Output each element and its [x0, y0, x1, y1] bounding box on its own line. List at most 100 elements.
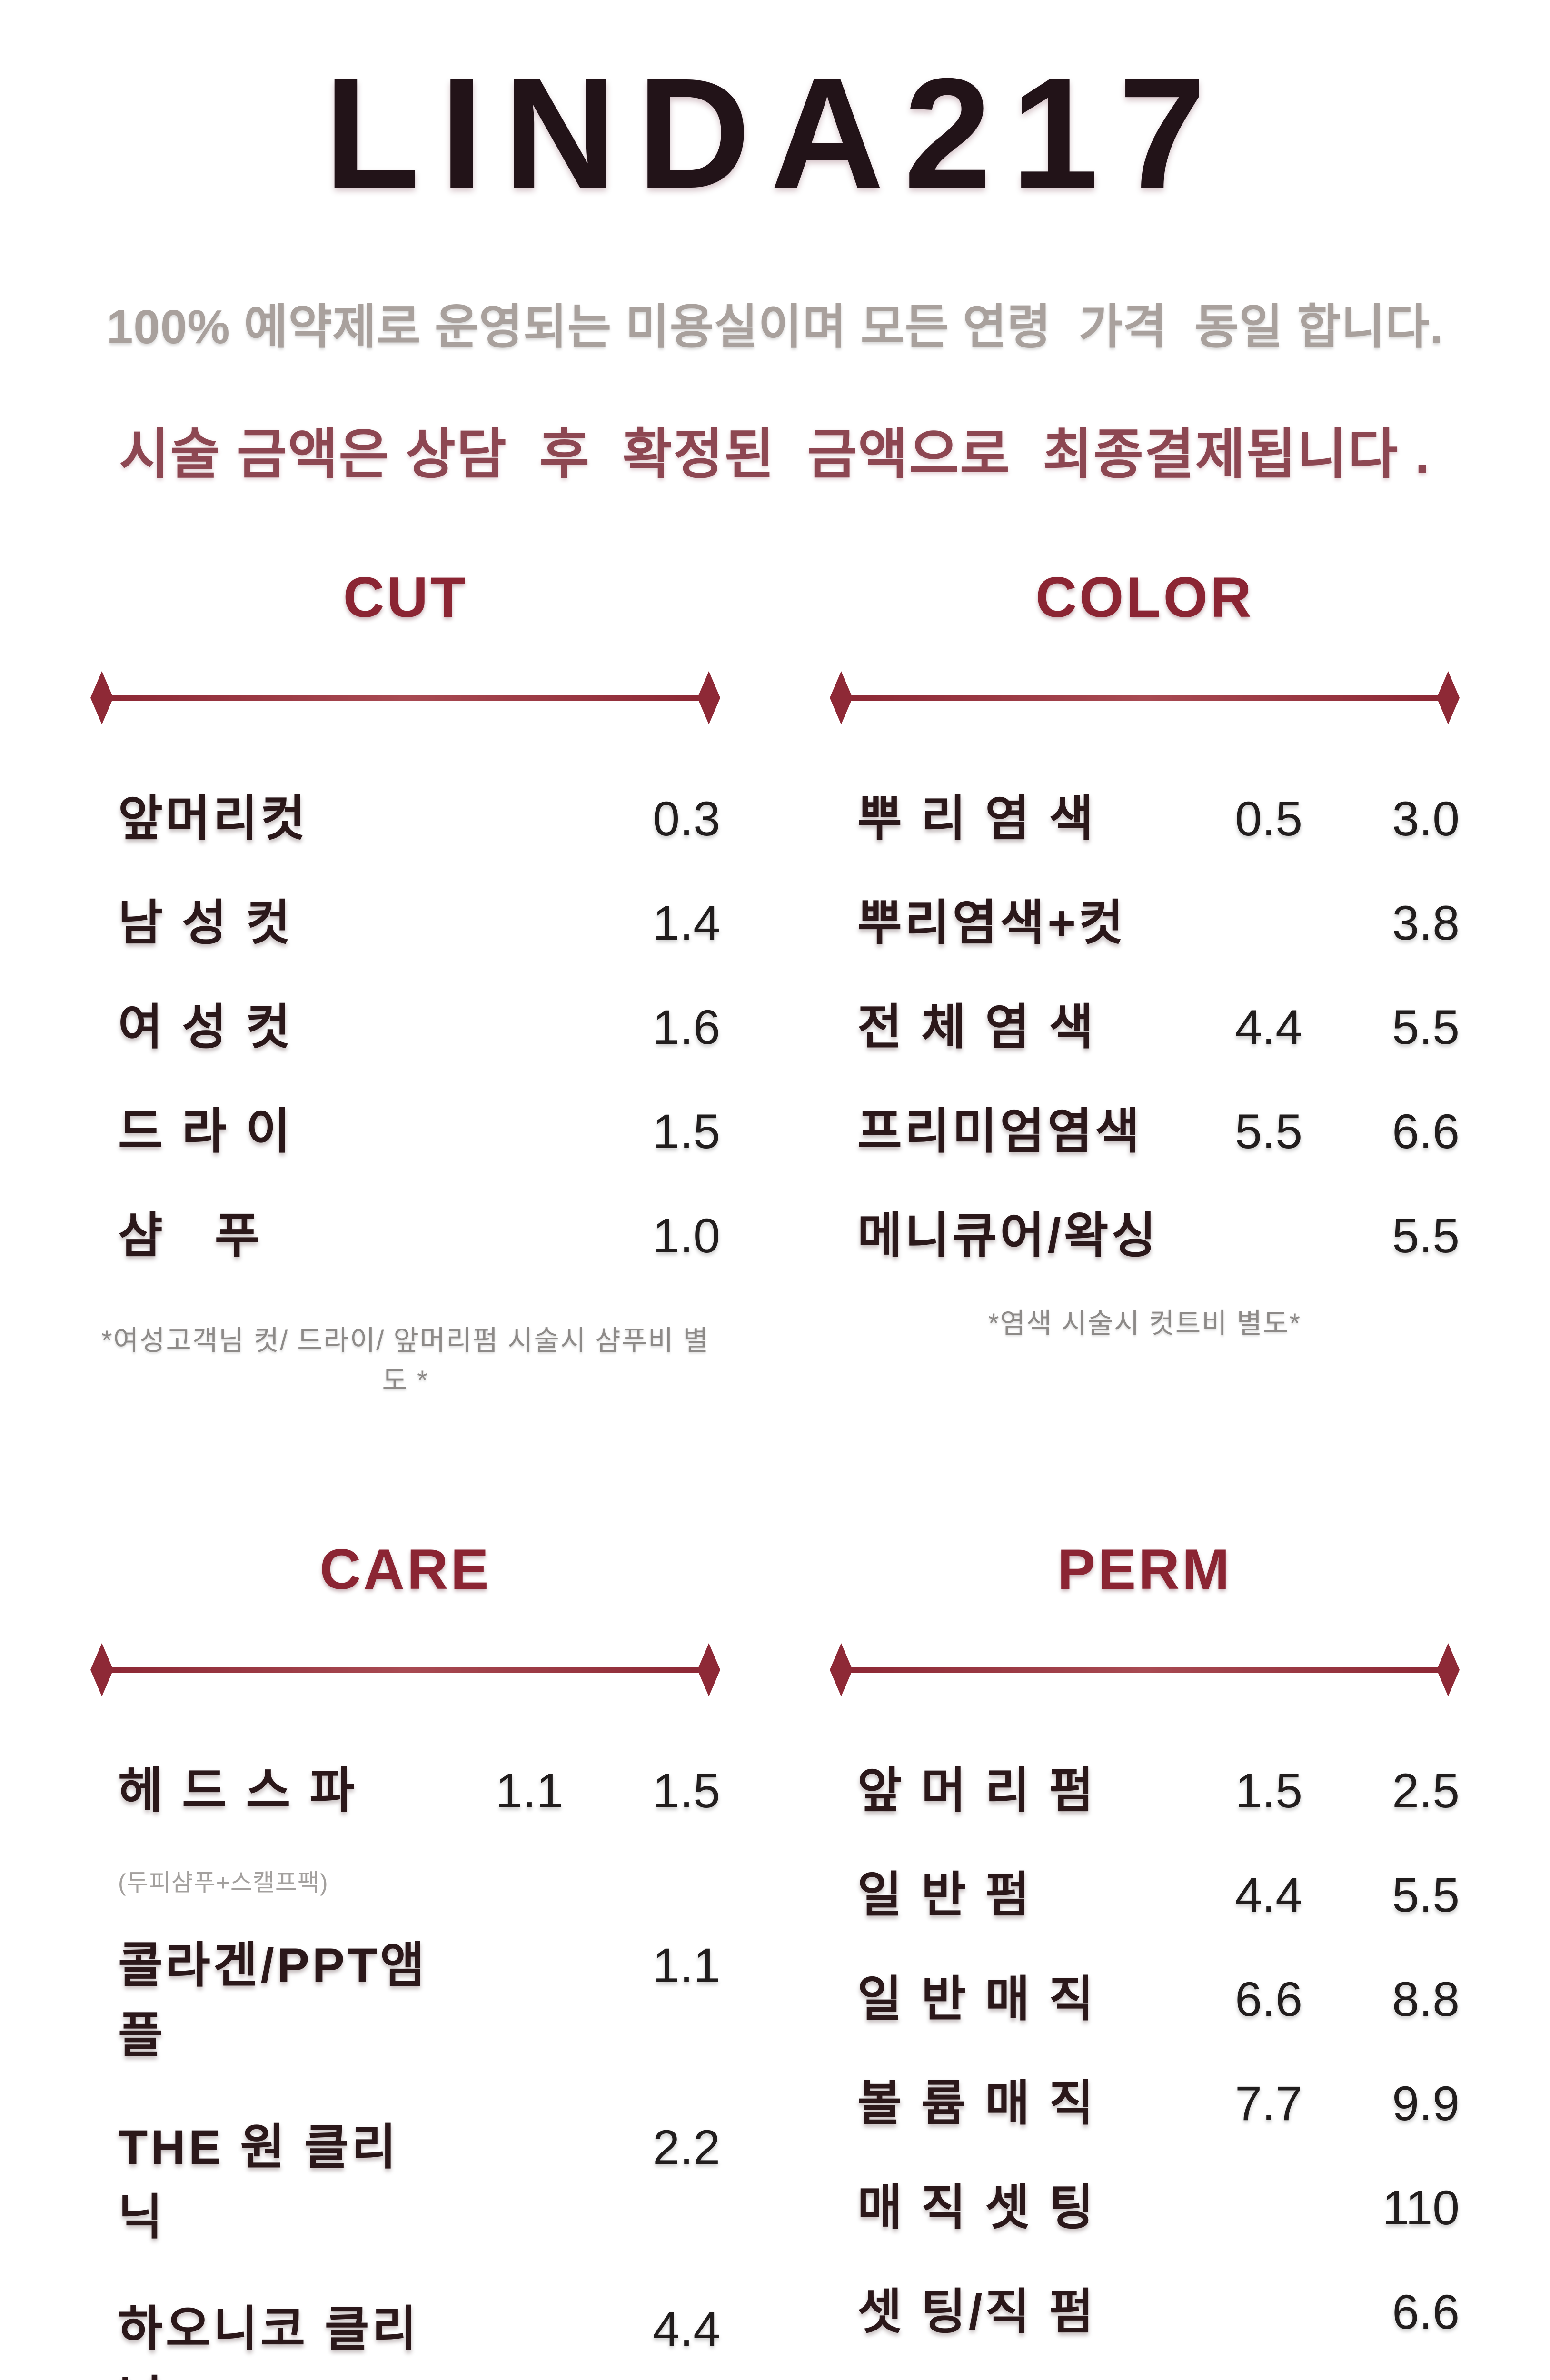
section-cut: CUT 앞머리컷 0.3 남 성 컷 1.4 여 성 컷 — [90, 569, 720, 1398]
price-row: 메니큐어/왁싱 5.5 — [830, 1197, 1460, 1267]
price-large: 5.5 — [1392, 1000, 1460, 1054]
diamond-right-icon — [1437, 1643, 1460, 1696]
price-row: 셋 팅/직 펌 6.6 — [830, 2273, 1460, 2343]
price-small: 5.5 — [1235, 1104, 1302, 1159]
diamond-left-icon — [90, 671, 113, 724]
price-large: 9.9 — [1392, 2076, 1460, 2131]
page-title: LINDA217 — [324, 45, 1226, 221]
item-label: 샴 푸 — [118, 1209, 262, 1263]
price-row: 매 직 셋 팅 110 — [830, 2169, 1460, 2239]
price-large: 6.6 — [1392, 2285, 1460, 2339]
price-row: 하오니코 클리닉 4.4 — [90, 2290, 720, 2380]
price-small: 6.6 — [1235, 1972, 1302, 2026]
section-color: COLOR 뿌 리 염 색 0.5 3.0 뿌리염색+컷 3.8 전 체 — [830, 569, 1460, 1398]
item-label: 하오니코 클리닉 — [118, 2302, 420, 2380]
price-row: 헤 드 스 파 1.1 1.5 — [90, 1752, 720, 1822]
price-row: 일 반 매 직 6.6 8.8 — [830, 1960, 1460, 2030]
section-title-cut: CUT — [343, 565, 468, 629]
price-row: THE 원 클리닉 2.2 — [90, 2108, 720, 2248]
price-large: 6.6 — [1392, 1104, 1460, 1159]
price-large: 5.5 — [1392, 1868, 1460, 1922]
price-row: 샴 푸 1.0 — [90, 1197, 720, 1267]
item-label: 일 반 펌 — [857, 1868, 1033, 1922]
section-perm: PERM 앞 머 리 펌 1.5 2.5 일 반 펌 4.4 5.5 일 — [830, 1541, 1460, 2380]
section-title-perm: PERM — [1057, 1537, 1232, 1601]
price-row: 콜라겐/PPT앰플 1.1 — [90, 1926, 720, 2066]
price-large: 4.4 — [653, 2302, 720, 2356]
price-row: 여 성 컷 1.6 — [90, 988, 720, 1058]
item-label: 앞머리컷 — [118, 792, 308, 846]
perm-rows: 앞 머 리 펌 1.5 2.5 일 반 펌 4.4 5.5 일 반 매 직 6.… — [830, 1752, 1460, 2343]
price-row: 일 반 펌 4.4 5.5 — [830, 1856, 1460, 1926]
cut-rows: 앞머리컷 0.3 남 성 컷 1.4 여 성 컷 1.6 드 라 이 — [90, 780, 720, 1267]
item-label: 앞 머 리 펌 — [857, 1764, 1097, 1818]
price-small: 4.4 — [1235, 1868, 1302, 1922]
price-large: 5.5 — [1392, 1209, 1460, 1263]
diamond-divider — [90, 1643, 720, 1696]
item-label: 여 성 컷 — [118, 1000, 294, 1054]
price-small: 0.5 — [1235, 792, 1302, 846]
item-label: 남 성 컷 — [118, 896, 294, 950]
diamond-right-icon — [697, 671, 720, 724]
price-row: 드 라 이 1.5 — [90, 1092, 720, 1162]
item-label: 콜라겐/PPT앰플 — [118, 1938, 428, 2063]
item-label: THE 원 클리닉 — [118, 2120, 399, 2244]
payment-notice: 시술 금액은 상담 후 확정된 금액으로 최종결제됩니다 . — [119, 425, 1431, 485]
price-sections-grid: CUT 앞머리컷 0.3 남 성 컷 1.4 여 성 컷 — [0, 569, 1550, 2380]
price-large: 1.0 — [653, 1209, 720, 1263]
item-label: 셋 팅/직 펌 — [857, 2285, 1097, 2339]
price-large: 1.1 — [653, 1938, 720, 1993]
cut-footnote: *여성고객님 컷/ 드라이/ 앞머리펌 시술시 샴푸비 별도 * — [101, 1325, 709, 1396]
price-large: 1.4 — [653, 896, 720, 950]
price-large: 3.0 — [1392, 792, 1460, 846]
price-row: 남 성 컷 1.4 — [90, 884, 720, 954]
section-title-color: COLOR — [1035, 565, 1254, 629]
item-label: 매 직 셋 팅 — [857, 2181, 1097, 2235]
item-label: 헤 드 스 파 — [118, 1764, 358, 1818]
price-row: 앞 머 리 펌 1.5 2.5 — [830, 1752, 1460, 1822]
color-footnote: *염색 시술시 컷트비 별도* — [988, 1308, 1302, 1339]
price-large: 1.6 — [653, 1000, 720, 1054]
price-row: 앞머리컷 0.3 — [90, 780, 720, 850]
item-label: 전 체 염 색 — [857, 1000, 1097, 1054]
price-row: 전 체 염 색 4.4 5.5 — [830, 988, 1460, 1058]
item-label: 일 반 매 직 — [857, 1972, 1097, 2026]
item-label: 볼 륨 매 직 — [857, 2076, 1097, 2131]
price-large: 0.3 — [653, 792, 720, 846]
price-row: 뿌 리 염 색 0.5 3.0 — [830, 780, 1460, 850]
diamond-divider — [830, 671, 1460, 724]
diamond-right-icon — [1437, 671, 1460, 724]
reservation-notice: 100% 예약제로 운영되는 미용실이며 모든 연령 가격 동일 합니다. — [106, 300, 1444, 354]
price-small: 7.7 — [1235, 2076, 1302, 2131]
divider-bar — [107, 695, 704, 701]
diamond-left-icon — [830, 1643, 853, 1696]
item-label: 드 라 이 — [118, 1104, 294, 1159]
salon-price-poster: LINDA217 100% 예약제로 운영되는 미용실이며 모든 연령 가격 동… — [0, 45, 1550, 2380]
diamond-left-icon — [90, 1643, 113, 1696]
price-small: 1.1 — [496, 1764, 563, 1818]
section-care: CARE 헤 드 스 파 1.1 1.5 (두피샴푸+스캘프팩) 콜라겐/PPT… — [90, 1541, 720, 2380]
price-row: 볼 륨 매 직 7.7 9.9 — [830, 2064, 1460, 2134]
price-row: 프리미엄염색 5.5 6.6 — [830, 1092, 1460, 1162]
price-large: 2.5 — [1392, 1764, 1460, 1818]
care-headspa-subtext: (두피샴푸+스캘프팩) — [118, 1869, 328, 1896]
price-small: 4.4 — [1235, 1000, 1302, 1054]
price-large: 110 — [1382, 2181, 1460, 2235]
color-rows: 뿌 리 염 색 0.5 3.0 뿌리염색+컷 3.8 전 체 염 색 4.4 5… — [830, 780, 1460, 1267]
price-large: 1.5 — [653, 1764, 720, 1818]
price-large: 1.5 — [653, 1104, 720, 1159]
diamond-divider — [830, 1643, 1460, 1696]
price-small: 1.5 — [1235, 1764, 1302, 1818]
diamond-right-icon — [697, 1643, 720, 1696]
divider-bar — [846, 1667, 1443, 1673]
section-title-care: CARE — [319, 1537, 491, 1601]
diamond-divider — [90, 671, 720, 724]
item-label: 뿌리염색+컷 — [857, 896, 1126, 950]
item-label: 뿌 리 염 색 — [857, 792, 1097, 846]
divider-bar — [107, 1667, 704, 1673]
price-large: 3.8 — [1392, 896, 1460, 950]
diamond-left-icon — [830, 671, 853, 724]
price-large: 8.8 — [1392, 1972, 1460, 2026]
price-large: 2.2 — [653, 2120, 720, 2174]
care-rows: 헤 드 스 파 1.1 1.5 (두피샴푸+스캘프팩) 콜라겐/PPT앰플 1.… — [90, 1752, 720, 2380]
